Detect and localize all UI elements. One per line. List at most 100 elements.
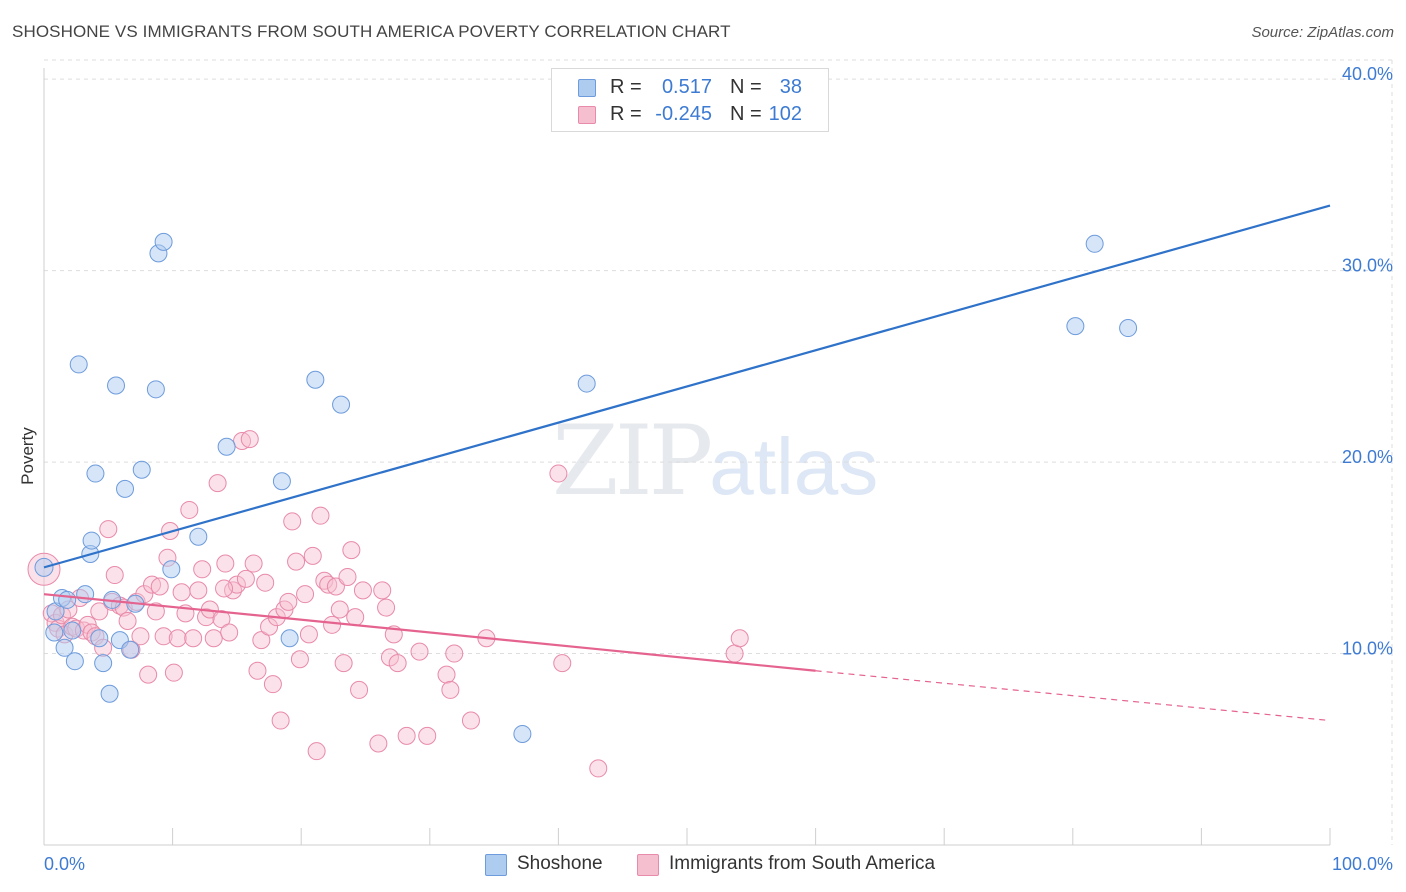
- r-value: -0.245: [655, 103, 712, 125]
- shoshone-trend-line: [43, 204, 1331, 569]
- immigrants-point: [296, 585, 315, 604]
- immigrants-point: [437, 665, 456, 684]
- immigrants-point: [373, 581, 392, 600]
- n-value: 102: [768, 103, 802, 125]
- immigrants-point: [220, 623, 239, 642]
- shoshone-legend-swatch: [485, 854, 507, 876]
- immigrants-point: [350, 680, 369, 699]
- immigrants-point: [441, 680, 460, 699]
- immigrants-point: [236, 569, 255, 588]
- immigrants-point: [150, 577, 169, 596]
- immigrants-point: [131, 627, 150, 646]
- axis-labels: 10.0% 20.0% 30.0% 40.0% 0.0% 100.0% Poverty: [18, 64, 1393, 874]
- source-label: Source: ZipAtlas.com: [1251, 24, 1394, 41]
- immigrants-point: [323, 615, 342, 634]
- immigrants-point: [388, 654, 407, 673]
- y-tick-label: 40.0%: [1342, 64, 1393, 84]
- immigrants-point: [118, 611, 137, 630]
- r-label: R =: [610, 103, 642, 125]
- immigrants-point: [271, 711, 290, 730]
- immigrants-point: [725, 644, 744, 663]
- shoshone-point: [280, 629, 299, 648]
- shoshone-point: [162, 560, 181, 579]
- legend-row-immigrants: R = -0.245 N = 102: [552, 102, 828, 128]
- immigrants-point: [307, 742, 326, 761]
- shoshone-point: [217, 437, 236, 456]
- immigrants-point: [164, 663, 183, 682]
- immigrants-point: [168, 629, 187, 648]
- shoshone-point: [121, 640, 140, 659]
- immigrants-legend-swatch: [637, 854, 659, 876]
- chart-title: SHOSHONE VS IMMIGRANTS FROM SOUTH AMERIC…: [12, 22, 731, 41]
- immigrants-point: [90, 602, 109, 621]
- shoshone-point: [116, 479, 135, 498]
- r-value: 0.517: [661, 76, 712, 98]
- immigrants-point: [334, 654, 353, 673]
- shoshone-point: [306, 370, 325, 389]
- x-tick-label: 0.0%: [44, 854, 85, 874]
- immigrants-point: [589, 759, 608, 778]
- n-label: N =: [730, 76, 762, 98]
- shoshone-point: [55, 638, 74, 657]
- immigrants-point: [172, 583, 191, 602]
- shoshone-point: [1066, 317, 1085, 336]
- immigrants-point: [204, 629, 223, 648]
- immigrants-point: [397, 726, 416, 745]
- immigrants-point: [445, 644, 464, 663]
- immigrants-point: [105, 566, 124, 585]
- shoshone-point: [100, 684, 119, 703]
- immigrants-point: [283, 512, 302, 531]
- immigrants-point: [287, 552, 306, 571]
- shoshone-point: [332, 395, 351, 414]
- trend-lines: [43, 204, 1331, 722]
- shoshone-point: [146, 380, 165, 399]
- immigrants-point: [338, 567, 357, 586]
- immigrants-point: [146, 602, 165, 621]
- immigrants-point: [215, 579, 234, 598]
- n-value: 38: [779, 76, 802, 98]
- immigrants-point: [256, 573, 275, 592]
- immigrants-point: [299, 625, 318, 644]
- immigrants-point: [303, 546, 322, 565]
- immigrants-point: [418, 726, 437, 745]
- immigrants-legend-label: Immigrants from South America: [669, 853, 936, 874]
- immigrants-point: [346, 608, 365, 627]
- immigrants-point: [319, 575, 338, 594]
- y-tick-label: 30.0%: [1342, 256, 1393, 276]
- shoshone-swatch: [578, 79, 596, 97]
- immigrants-point: [248, 661, 267, 680]
- immigrants-point: [212, 610, 231, 629]
- immigrants-point: [139, 665, 158, 684]
- shoshone-point: [63, 621, 82, 640]
- immigrants-point: [549, 464, 568, 483]
- shoshone-point: [94, 654, 113, 673]
- shoshone-point: [1119, 319, 1138, 338]
- immigrants-point: [279, 592, 298, 611]
- immigrants-point: [461, 711, 480, 730]
- shoshone-point: [107, 376, 126, 395]
- correlation-legend: R = 0.517 N = 38 R = -0.245 N = 102: [551, 68, 829, 132]
- shoshone-point: [1085, 234, 1104, 253]
- immigrants-point: [233, 432, 252, 451]
- shoshone-point: [90, 629, 109, 648]
- r-label: R =: [610, 76, 642, 98]
- n-label: N =: [730, 103, 762, 125]
- grid-lines: [44, 59, 1393, 845]
- immigrants-point: [244, 554, 263, 573]
- series-shoshone-points: [34, 232, 1138, 743]
- shoshone-point: [45, 623, 64, 642]
- y-axis-title: Poverty: [18, 427, 37, 485]
- immigrants-point: [369, 734, 388, 753]
- immigrants-point: [342, 541, 361, 560]
- immigrants-trend-line: [43, 593, 816, 672]
- series-immigrants-points: [27, 430, 749, 778]
- y-tick-label: 10.0%: [1342, 639, 1393, 659]
- shoshone-point: [58, 590, 77, 609]
- immigrants-point: [154, 627, 173, 646]
- immigrants-point: [260, 617, 279, 636]
- x-tick-label: 100.0%: [1332, 854, 1393, 874]
- shoshone-point: [272, 472, 291, 491]
- immigrants-point: [184, 629, 203, 648]
- immigrants-point: [326, 577, 345, 596]
